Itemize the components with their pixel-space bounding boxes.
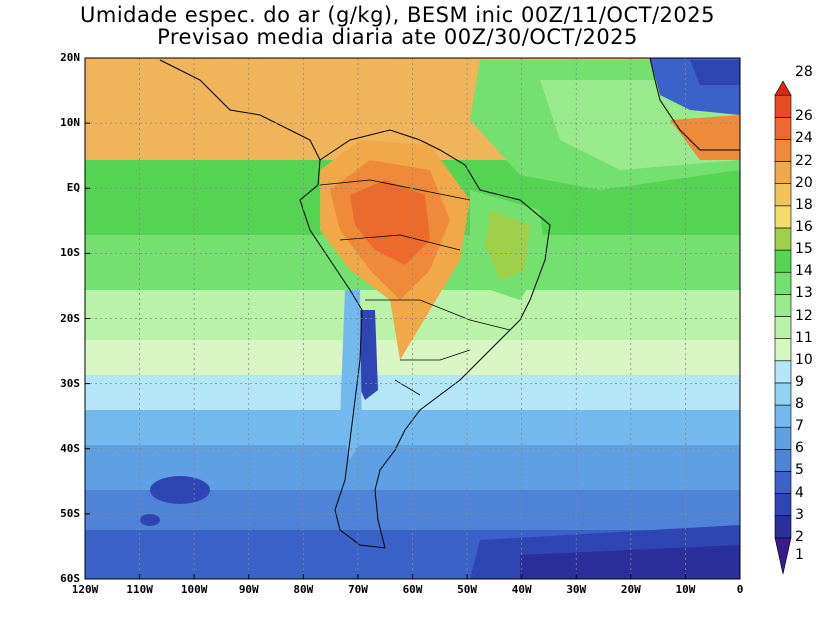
map-subtitle: Previsao media diaria ate 00Z/30/OCT/202… <box>157 25 638 49</box>
longitude-label: 90W <box>238 583 259 596</box>
colorbar-label: 28 <box>795 64 813 80</box>
colorbar-swatch <box>774 360 792 384</box>
colorbar-swatch <box>774 139 792 162</box>
colorbar-swatch <box>774 404 792 428</box>
longitude-label: 10W <box>675 583 696 596</box>
colorbar-label: 18 <box>795 196 813 213</box>
colorbar-label: 8 <box>795 396 804 413</box>
latitude-label: 30S <box>60 376 80 390</box>
colorbar-swatch <box>774 205 792 229</box>
latitude-label: EQ <box>66 181 80 195</box>
colorbar-swatch <box>774 161 792 184</box>
latitude-label: 50S <box>60 506 80 520</box>
colorbar-label: 9 <box>795 373 804 390</box>
colorbar-swatch <box>774 449 792 472</box>
axis-ticks <box>84 57 741 580</box>
colorbar-swatch <box>774 338 792 362</box>
longitude-label: 30W <box>566 583 587 596</box>
colorbar-swatch <box>774 537 792 575</box>
colorbar-label: 12 <box>795 307 813 324</box>
colorbar-swatch <box>774 426 792 450</box>
colorbar-label: 16 <box>795 218 813 235</box>
colorbar-swatch <box>774 382 792 406</box>
longitude-label: 110W <box>126 583 153 596</box>
colorbar-swatch <box>774 294 792 317</box>
colorbar-label: 22 <box>795 152 813 169</box>
longitude-label: 120W <box>71 583 99 596</box>
colorbar-label: 6 <box>795 440 804 457</box>
colorbar <box>774 80 792 575</box>
longitude-label: 50W <box>457 583 478 596</box>
colorbar-swatch <box>774 94 792 118</box>
colorbar-label: 11 <box>795 329 813 346</box>
country-borders <box>319 179 511 396</box>
longitude-label: 80W <box>293 583 314 596</box>
latitude-label: 20N <box>60 51 80 64</box>
longitude-label: 100W <box>180 583 208 596</box>
colorbar-label: 3 <box>795 506 804 523</box>
colorbar-label: 5 <box>795 462 804 479</box>
colorbar-label: 1 <box>795 547 804 563</box>
colorbar-label: 20 <box>795 174 813 191</box>
longitude-label: 40W <box>511 583 532 596</box>
latitude-label: 10S <box>60 246 80 260</box>
colorbar-swatch <box>774 316 792 339</box>
colorbar-swatch <box>774 515 792 539</box>
colorbar-swatch <box>774 249 792 273</box>
latitude-label: 10N <box>60 116 80 130</box>
longitude-label: 0 <box>736 583 744 596</box>
colorbar-swatch <box>774 227 792 251</box>
latitude-label: 60S <box>60 572 80 585</box>
colorbar-label: 10 <box>795 351 813 368</box>
colorbar-label: 15 <box>795 241 813 258</box>
grid-lines <box>85 58 740 579</box>
colorbar-label: 24 <box>795 130 813 147</box>
colorbar-swatch <box>774 493 792 517</box>
colorbar-label: 2 <box>795 528 804 545</box>
longitude-label: 70W <box>347 583 368 596</box>
colorbar-label: 14 <box>795 263 813 280</box>
colorbar-label: 7 <box>795 418 804 435</box>
colorbar-swatch <box>774 183 792 207</box>
map-title: Umidade espec. do ar (g/kg), BESM inic 0… <box>80 3 715 27</box>
colorbar-label: 26 <box>795 108 813 125</box>
colorbar-label: 4 <box>795 484 804 501</box>
longitude-label: 60W <box>402 583 423 596</box>
colorbar-swatch <box>774 271 792 295</box>
colorbar-swatch <box>774 80 792 96</box>
longitude-label: 20W <box>620 583 641 596</box>
latitude-label: 40S <box>60 441 80 455</box>
colorbar-swatch <box>774 116 792 140</box>
colorbar-label: 13 <box>795 285 813 302</box>
colorbar-swatch <box>774 471 792 494</box>
latitude-label: 20S <box>60 311 80 325</box>
coastlines <box>159 58 740 549</box>
